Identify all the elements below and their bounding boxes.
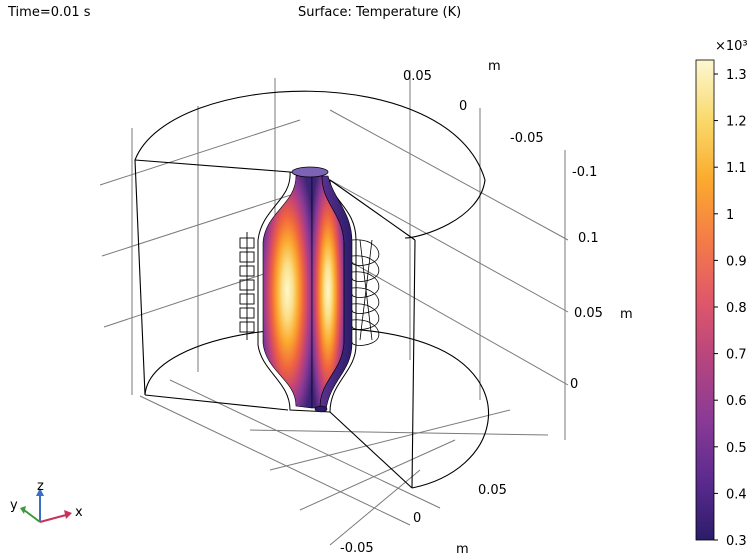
triad-y-label: y <box>10 498 18 513</box>
colorbar-scale <box>695 59 715 541</box>
colorbar-ticks: 1.3 1.2 1.1 1 0.9 0.8 0.7 0.6 0.5 0.4 0.3 <box>714 68 747 549</box>
colorbar-multiplier: ×10³ <box>715 39 748 54</box>
induction-coil-left <box>239 232 255 340</box>
y-tick-label: -0.05 <box>510 131 544 146</box>
y-tick-label: -0.1 <box>572 165 597 180</box>
y-tick-label: 0.05 <box>403 69 432 84</box>
axis-triad: z x y <box>10 479 83 523</box>
triad-z-label: z <box>37 479 44 494</box>
colorbar: ×10³ 1.3 1.2 1.1 1 0.9 0.8 0.7 0.6 0.5 0.4 0.3 <box>695 39 748 549</box>
z-axis-ticks: 0.1 0.05 0 m <box>570 231 633 392</box>
workpiece-top-cap <box>291 166 329 178</box>
colorbar-tick-label: 1 <box>726 208 734 223</box>
colorbar-tick-label: 0.9 <box>726 254 747 269</box>
plot-title: Surface: Temperature (K) <box>298 5 462 20</box>
x-axis-ticks: 0.05 0 -0.05 m <box>340 483 507 557</box>
colorbar-tick-label: 0.5 <box>726 441 747 456</box>
z-axis-unit: m <box>620 307 633 322</box>
colorbar-tick-label: 0.7 <box>726 348 747 363</box>
axis-grid <box>99 70 569 546</box>
workpiece-bottom-cap <box>314 405 328 413</box>
colorbar-tick-label: 0.3 <box>726 534 747 549</box>
x-tick-label: -0.05 <box>340 541 374 556</box>
y-tick-label: 0 <box>459 99 467 114</box>
x-tick-label: 0.05 <box>478 483 507 498</box>
colorbar-tick-label: 0.8 <box>726 301 747 316</box>
air-domain-outline <box>134 90 489 489</box>
y-axis-ticks: 0.05 0 -0.05 -0.1 m <box>403 59 597 180</box>
colorbar-tick-label: 0.6 <box>726 394 747 409</box>
workpiece-cut-face <box>262 171 313 409</box>
z-tick-label: 0.05 <box>574 306 603 321</box>
colorbar-tick-label: 1.3 <box>726 68 747 83</box>
x-axis-unit: m <box>456 542 469 557</box>
workpiece-boundary <box>257 171 357 413</box>
time-label: Time=0.01 s <box>8 5 91 20</box>
triad-x-label: x <box>75 505 83 520</box>
y-axis-unit: m <box>488 59 501 74</box>
x-tick-label: 0 <box>413 511 421 526</box>
z-tick-label: 0 <box>570 377 578 392</box>
induction-coil-right <box>351 239 380 346</box>
z-tick-label: 0.1 <box>578 231 599 246</box>
colorbar-tick-label: 0.4 <box>726 487 747 502</box>
colorbar-tick-label: 1.1 <box>726 161 747 176</box>
colorbar-tick-label: 1.2 <box>726 115 747 130</box>
